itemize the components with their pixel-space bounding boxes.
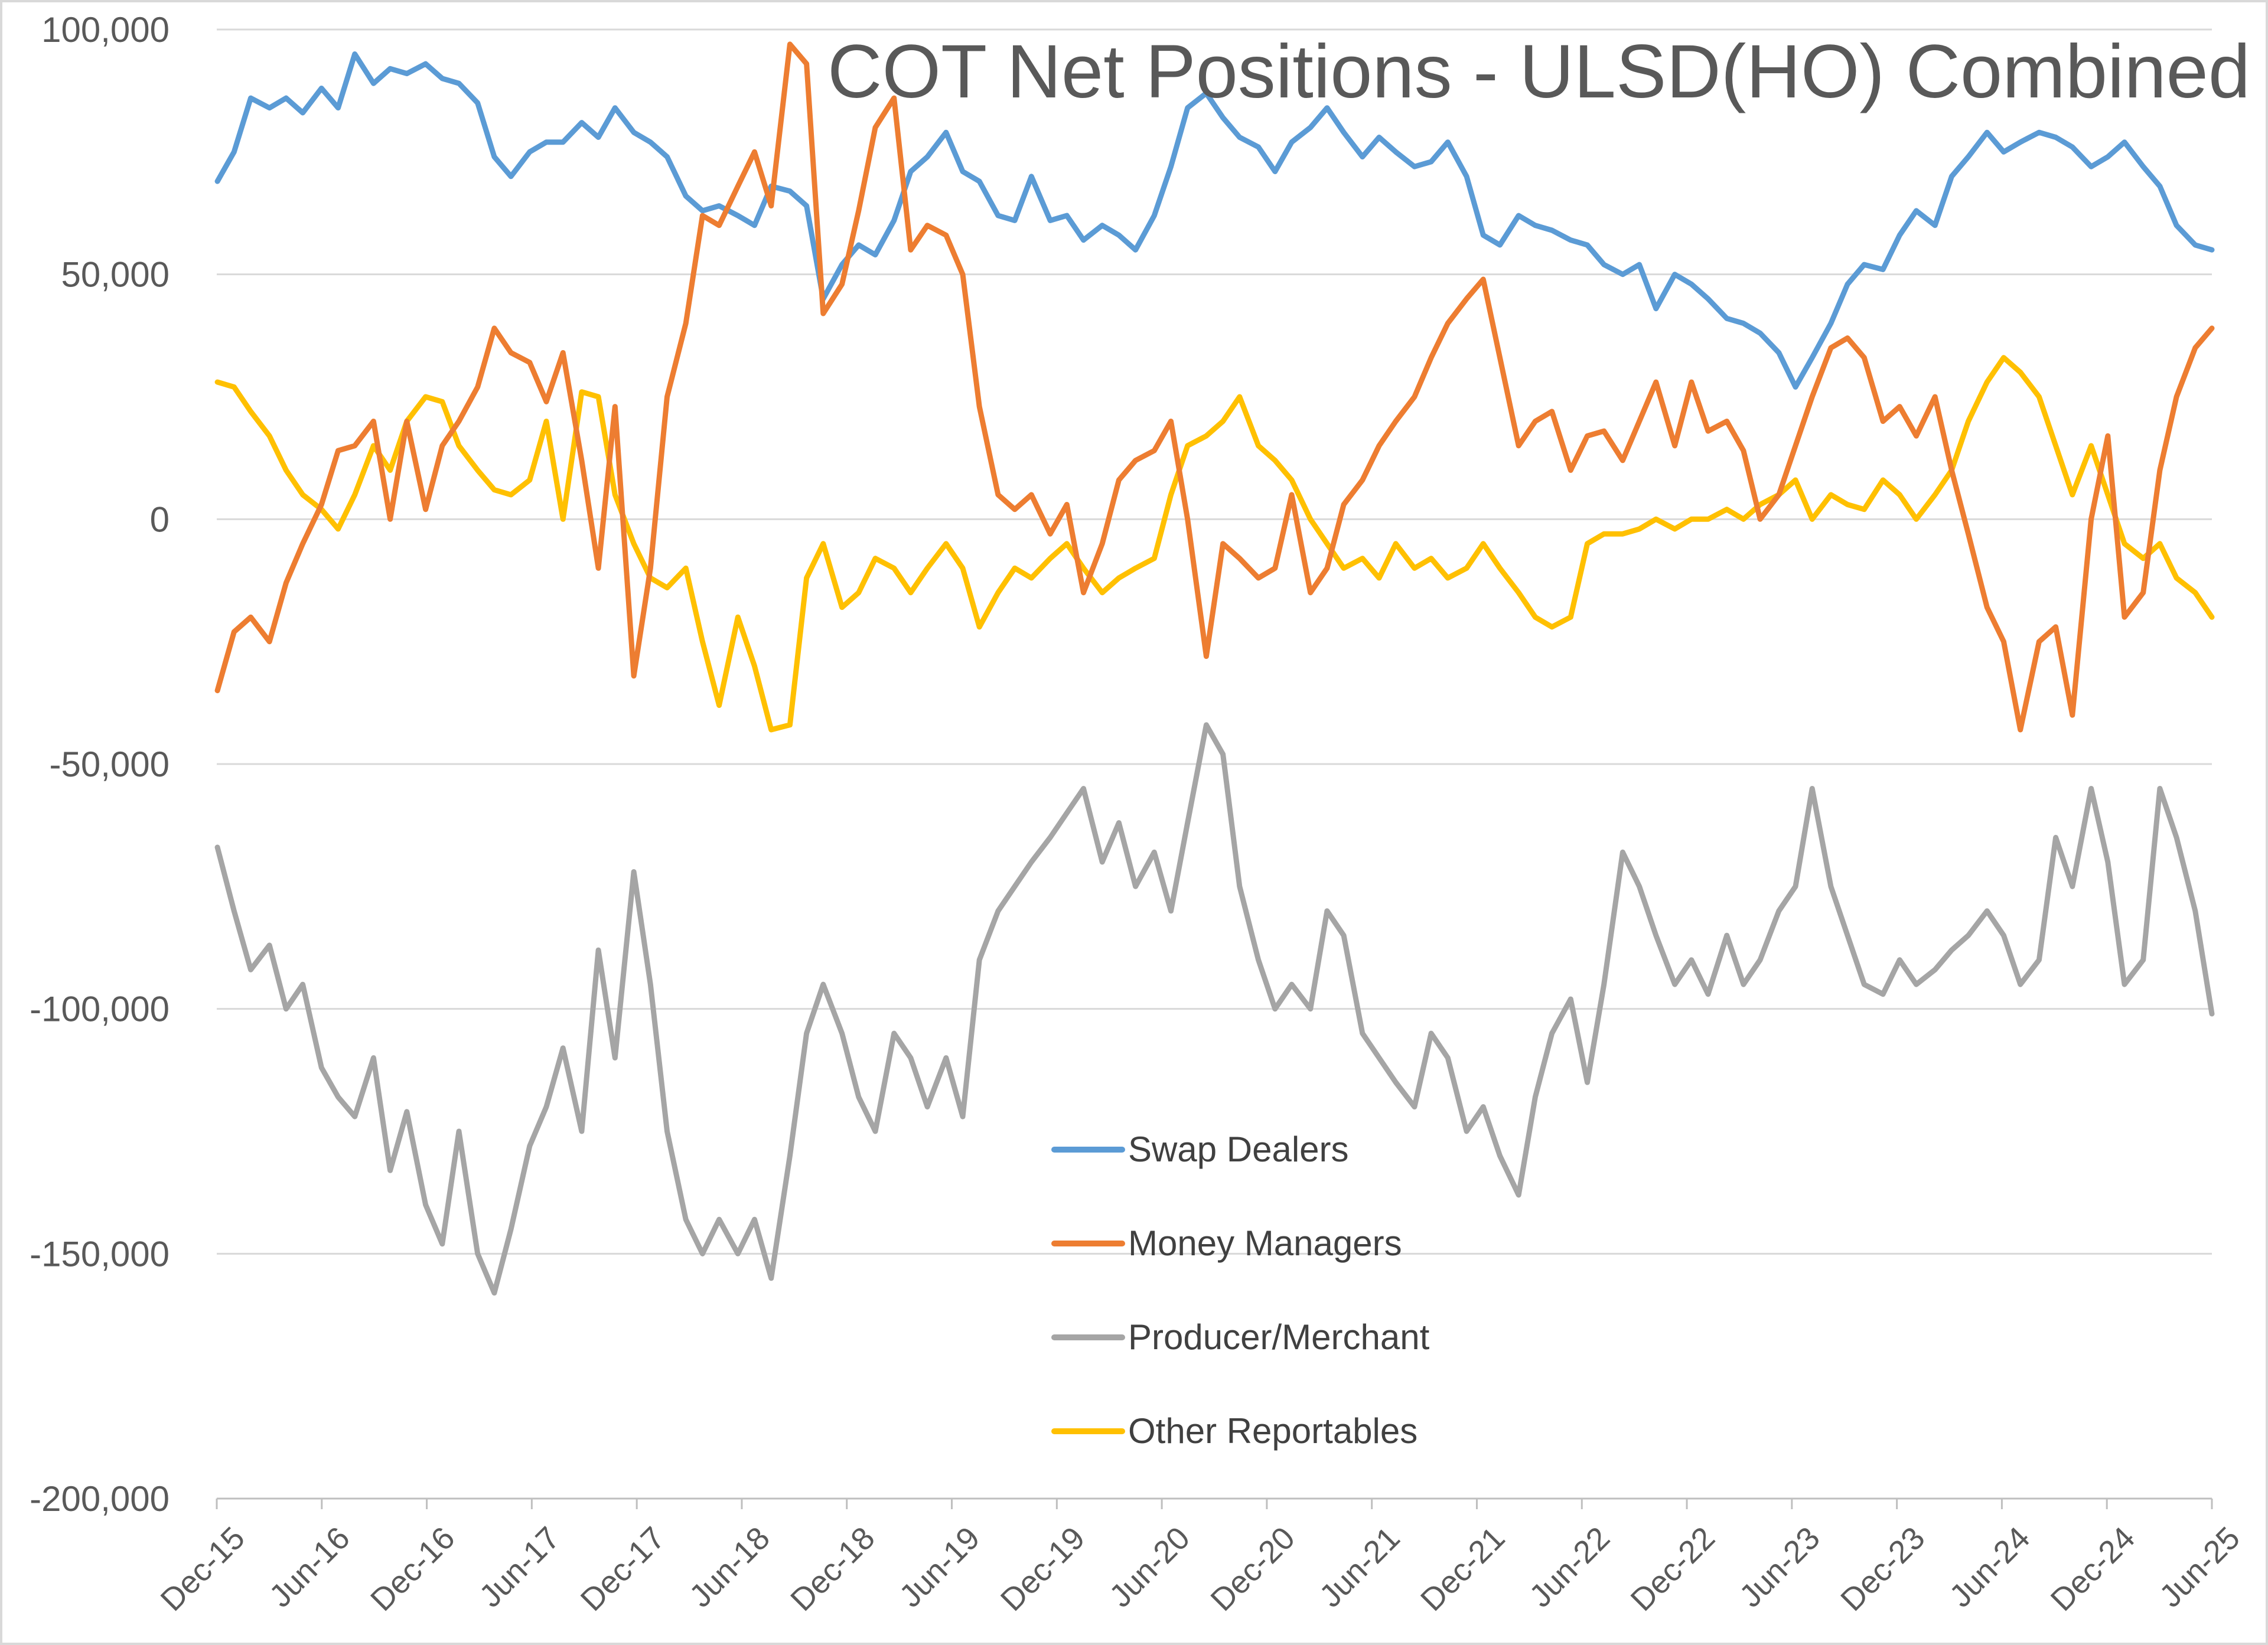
legend-label: Money Managers	[1128, 1223, 1402, 1263]
series-line-producer-merchant	[214, 722, 2215, 1296]
legend-label: Other Reportables	[1128, 1411, 1418, 1451]
legend-label: Producer/Merchant	[1128, 1317, 1430, 1357]
y-tick-label: 100,000	[41, 10, 170, 50]
series-line-swap-dealers	[214, 51, 2215, 390]
series-line-other-reportables	[214, 355, 2215, 733]
y-tick-label: -100,000	[30, 990, 170, 1029]
y-tick-label: -150,000	[30, 1234, 170, 1274]
y-tick-label: 50,000	[61, 255, 170, 295]
chart-title: COT Net Positions - ULSD(HO) Combined	[827, 30, 2250, 114]
gridlines	[217, 28, 2212, 1500]
legend-label: Swap Dealers	[1128, 1130, 1349, 1169]
y-axis-ticks: 100,000 50,000 0 -50,000 -100,000 -150,000 -20…	[30, 10, 170, 1519]
y-tick-label: -50,000	[50, 745, 170, 784]
y-tick-label: 0	[150, 500, 170, 539]
series-lines	[214, 41, 2215, 1296]
legend: Swap Dealers Money Managers Producer/Merch…	[1051, 1130, 1430, 1451]
series-line-money-managers	[214, 41, 2215, 733]
y-tick-label: -200,000	[30, 1479, 170, 1519]
